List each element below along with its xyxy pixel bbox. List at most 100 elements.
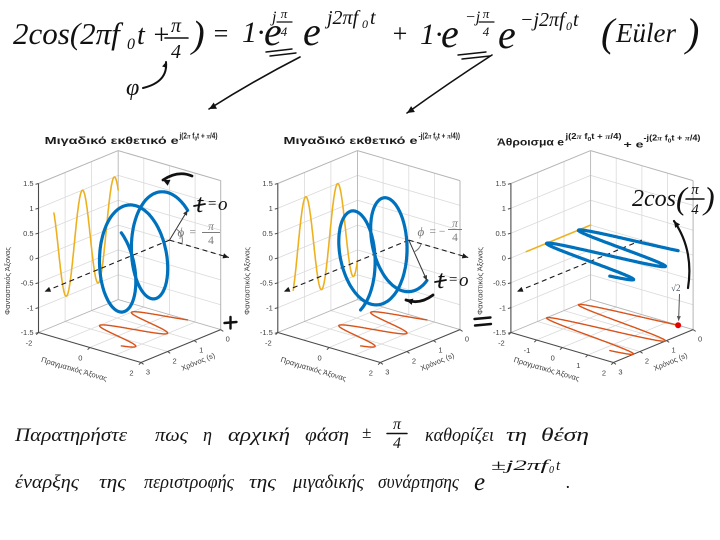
- svg-text:=: =: [448, 272, 458, 288]
- svg-text:1: 1: [576, 361, 580, 370]
- svg-text:φ: φ: [126, 75, 139, 101]
- svg-text:4: 4: [483, 24, 490, 39]
- svg-text:-0.5: -0.5: [493, 278, 506, 287]
- svg-text:+: +: [391, 19, 409, 48]
- svg-text:2cos: 2cos: [632, 186, 676, 212]
- svg-text:ϕ: ϕ: [418, 224, 425, 239]
- svg-text:Μιγαδικό εκθετικό e: Μιγαδικό εκθετικό e: [45, 136, 179, 147]
- svg-text:0: 0: [549, 465, 554, 476]
- svg-text:π: π: [281, 6, 288, 21]
- svg-text:0: 0: [362, 17, 368, 31]
- svg-text:4: 4: [452, 232, 458, 244]
- svg-text:−j2πf: −j2πf: [520, 9, 567, 31]
- svg-text:0: 0: [698, 335, 702, 344]
- svg-text:0: 0: [318, 354, 322, 363]
- svg-text:π: π: [452, 218, 459, 230]
- svg-text:συνάρτησης: συνάρτησης: [378, 472, 459, 493]
- svg-text:-1.5: -1.5: [260, 328, 273, 337]
- svg-text:π: π: [483, 6, 490, 21]
- svg-text:(: (: [676, 180, 689, 216]
- svg-text:4: 4: [393, 435, 401, 452]
- svg-text:φάση: φάση: [305, 425, 349, 446]
- svg-text:-1: -1: [266, 303, 273, 312]
- svg-text:): ): [702, 180, 715, 216]
- svg-text:2: 2: [602, 369, 606, 378]
- svg-text:π: π: [691, 182, 699, 198]
- svg-text:): ): [190, 14, 205, 56]
- svg-text:1.5: 1.5: [495, 179, 505, 188]
- svg-text:4: 4: [208, 235, 214, 247]
- svg-text:t: t: [370, 7, 376, 29]
- svg-text:Μιγαδικό εκθετικό e: Μιγαδικό εκθετικό e: [284, 136, 418, 147]
- svg-text:j: j: [270, 9, 277, 26]
- svg-text:-2: -2: [26, 339, 33, 348]
- svg-text:-1.5: -1.5: [21, 328, 34, 337]
- svg-text:-2: -2: [265, 339, 272, 348]
- svg-text:-j(2π f0t + π/4): -j(2 π f0t + π/4): [644, 134, 701, 145]
- svg-text:αρχική: αρχική: [228, 425, 290, 446]
- svg-text:1.5: 1.5: [262, 179, 272, 188]
- svg-text:0.5: 0.5: [495, 229, 505, 238]
- svg-text:0.5: 0.5: [23, 229, 33, 238]
- svg-text:0: 0: [502, 254, 506, 263]
- svg-text:π: π: [171, 15, 182, 37]
- svg-text:±j2πf: ±j2πf: [491, 458, 551, 474]
- svg-text:Φανταστικός Άξονας: Φανταστικός Άξονας: [475, 247, 484, 315]
- svg-text:Εüler: Εüler: [615, 18, 676, 48]
- svg-text:2: 2: [369, 369, 373, 378]
- svg-text:-1: -1: [499, 303, 506, 312]
- svg-text:+ e: + e: [624, 140, 644, 150]
- svg-text:0: 0: [551, 354, 555, 363]
- svg-text:3: 3: [146, 368, 150, 377]
- svg-text:e: e: [303, 9, 321, 54]
- svg-text:1: 1: [438, 346, 442, 355]
- svg-text:t +: t +: [137, 20, 171, 51]
- svg-text:(: (: [601, 10, 617, 55]
- svg-text:μιγαδικής: μιγαδικής: [292, 472, 364, 493]
- svg-text:της: της: [249, 472, 276, 493]
- svg-text:ϕ: ϕ: [178, 225, 185, 240]
- svg-text:o: o: [218, 194, 228, 215]
- svg-text:√2: √2: [671, 283, 680, 293]
- svg-text:=: =: [207, 196, 217, 212]
- svg-text:): ): [684, 10, 699, 55]
- svg-text:=: =: [190, 227, 197, 239]
- svg-text:j(2π f0t + π/4): j(2π f0t + π/4): [179, 132, 218, 143]
- svg-text:t: t: [573, 9, 579, 31]
- svg-text:2: 2: [173, 357, 177, 366]
- svg-text:1·: 1·: [420, 18, 443, 51]
- svg-text:t: t: [196, 189, 204, 218]
- svg-text:o: o: [459, 270, 469, 291]
- svg-text:2cos(2πf: 2cos(2πf: [13, 16, 124, 51]
- svg-text:0: 0: [269, 254, 273, 263]
- svg-text:0.5: 0.5: [262, 229, 272, 238]
- svg-text:η: η: [203, 425, 212, 446]
- svg-text:2: 2: [412, 357, 416, 366]
- svg-text:Φανταστικός Άξονας: Φανταστικός Άξονας: [242, 247, 251, 315]
- svg-text:.: .: [566, 472, 571, 492]
- svg-text:±: ±: [362, 423, 371, 442]
- svg-text:t: t: [437, 265, 445, 294]
- svg-text:3: 3: [385, 368, 389, 377]
- svg-text:-j(2π f0t + π/4)): -j(2π f0t + π/4)): [419, 132, 461, 143]
- svg-text:e: e: [441, 11, 459, 56]
- svg-text:πως: πως: [155, 425, 188, 446]
- svg-text:της: της: [99, 472, 126, 493]
- svg-text:π: π: [208, 221, 215, 233]
- svg-text:1.5: 1.5: [23, 179, 33, 188]
- svg-text:j(2π f0t + π/4): j(2π f0t + π/4): [564, 132, 622, 143]
- svg-text:e: e: [498, 12, 516, 57]
- svg-text:= −: = −: [430, 226, 446, 238]
- svg-text:Παρατηρήστε: Παρατηρήστε: [14, 425, 128, 446]
- svg-text:τη: τη: [506, 425, 527, 446]
- svg-text:j2πf: j2πf: [324, 7, 361, 29]
- svg-text:=: =: [212, 19, 230, 48]
- svg-text:Άθροισμα e: Άθροισμα e: [497, 138, 564, 149]
- svg-text:0: 0: [78, 354, 82, 363]
- svg-text:-2: -2: [498, 339, 505, 348]
- svg-text:-0.5: -0.5: [21, 278, 34, 287]
- svg-text:1·: 1·: [242, 16, 265, 49]
- svg-text:0: 0: [465, 335, 469, 344]
- svg-text:0: 0: [226, 335, 230, 344]
- svg-text:0: 0: [127, 36, 135, 53]
